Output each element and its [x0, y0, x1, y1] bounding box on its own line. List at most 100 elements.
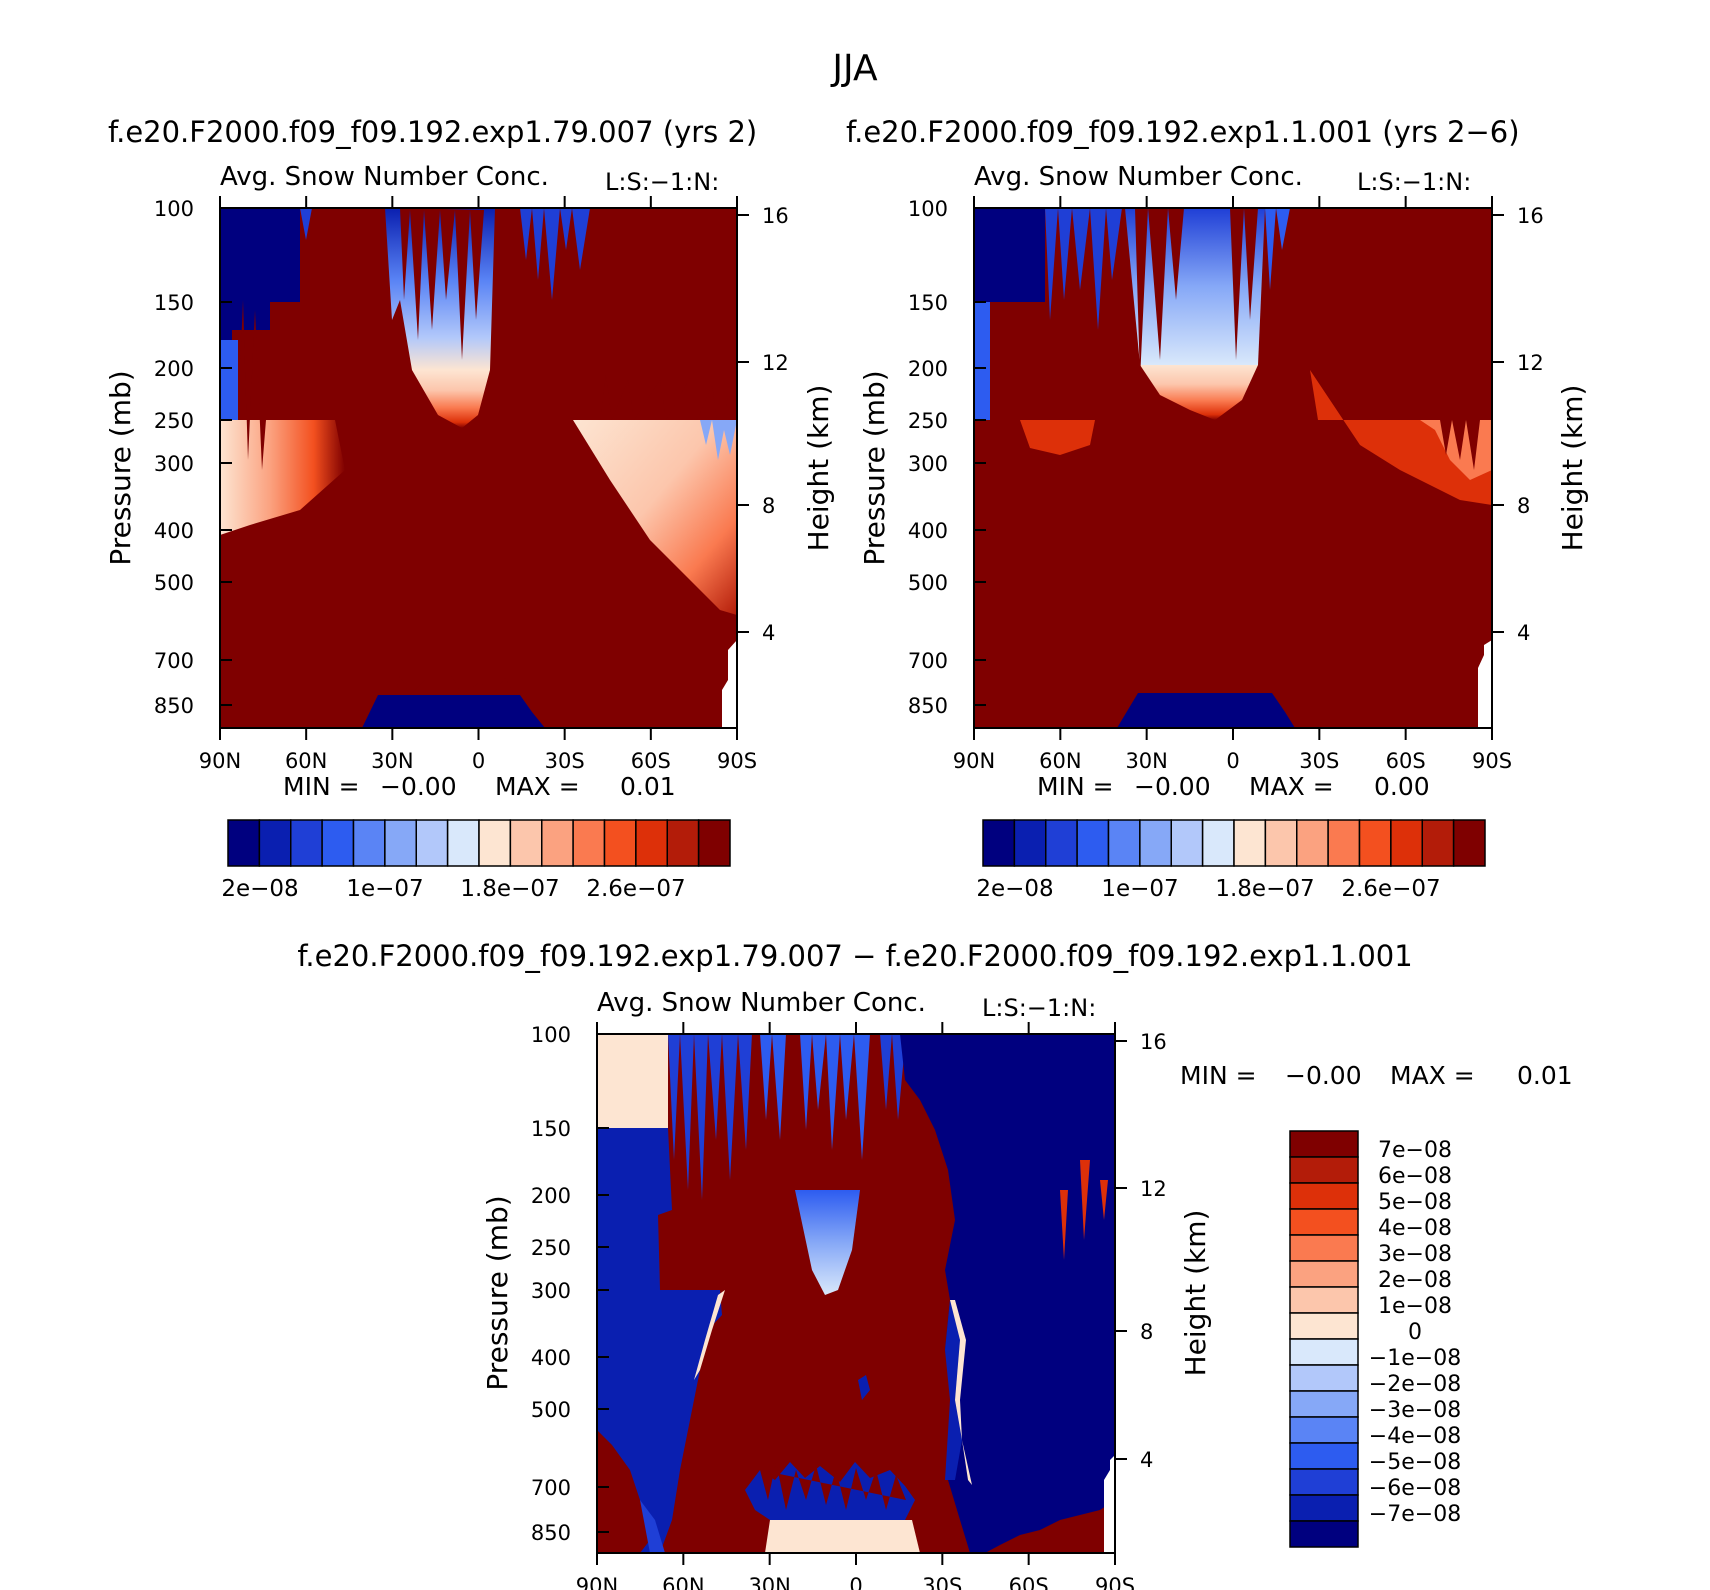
panel-3-sh-red-streaks	[1060, 1160, 1108, 1260]
y-tick-label: 850	[154, 694, 194, 718]
colorbar-box	[1289, 1416, 1359, 1444]
y-tick-label: 250	[154, 409, 194, 433]
panel-1-surface-notches	[395, 676, 515, 695]
colorbar-box	[352, 819, 386, 867]
y-tick-label: 150	[531, 1117, 571, 1141]
panel-3-nh-spikes	[668, 1034, 752, 1200]
colorbar-box	[1289, 1494, 1359, 1522]
panel-3-y-axis-right: 16 12 8 4	[1115, 1030, 1167, 1472]
colorbar-label: −7e−08	[1369, 1502, 1461, 1527]
panel-3-nh-spikes-2	[760, 1034, 786, 1140]
colorbar-box	[697, 819, 731, 867]
colorbar-box	[509, 819, 543, 867]
panel-1: f.e20.F2000.f09_f09.192.exp1.79.007 (yrs…	[104, 115, 835, 902]
colorbar-box	[1045, 819, 1078, 867]
y-tick-label: 100	[154, 197, 194, 221]
x-tick-label: 60N	[1039, 749, 1081, 773]
panel-2-min-value: −0.00	[1134, 772, 1211, 801]
y-tick-label: 100	[908, 197, 948, 221]
colorbar-box	[321, 819, 355, 867]
colorbar-label: 2e−08	[1378, 1268, 1452, 1293]
panel-3-y-axis: 100 150 200 250 300 400 500 700 850	[531, 1023, 609, 1545]
y-tick-right-label: 4	[1140, 1448, 1153, 1472]
panel-2-sh-shelf	[1310, 370, 1492, 505]
panel-1-tropic-warm	[412, 370, 490, 428]
x-tick-label: 90S	[1472, 749, 1512, 773]
x-tick-label: 30S	[922, 1574, 962, 1590]
colorbar-box	[415, 819, 449, 867]
colorbar-box	[290, 819, 323, 867]
panel-1-title: f.e20.F2000.f09_f09.192.exp1.79.007 (yrs…	[108, 115, 757, 149]
panel-2-annotation: L:S:−1:N:	[1357, 168, 1471, 196]
y-tick-label: 150	[908, 291, 948, 315]
colorbar-box	[1289, 1156, 1359, 1184]
panel-3-x-axis: 90N 60N 30N 0 30S 60S 90S	[576, 1022, 1135, 1590]
panel-2-tropic-spikes	[1135, 208, 1258, 380]
colorbar-box	[1358, 819, 1392, 867]
colorbar-box	[478, 819, 512, 867]
panel-2-x-axis: 90N 60N 30N 0 30S 60S 90S	[953, 196, 1512, 773]
panel-2: f.e20.F2000.f09_f09.192.exp1.1.001 (yrs …	[846, 115, 1589, 902]
colorbar-box	[446, 819, 480, 867]
y-tick-label: 100	[531, 1023, 571, 1047]
panel-3-blue-blob	[858, 1375, 870, 1400]
panel-1-x-axis: 90N 60N 30N 0 30S 60S 90S	[199, 196, 757, 773]
colorbar-box	[666, 819, 700, 867]
y-tick-right-label: 8	[1517, 494, 1530, 518]
colorbar-label: −6e−08	[1369, 1476, 1461, 1501]
panel-2-subtitle: Avg. Snow Number Conc.	[974, 162, 1303, 192]
colorbar-box	[1264, 819, 1298, 867]
x-tick-label: 90S	[717, 749, 757, 773]
y-tick-label: 150	[154, 291, 194, 315]
panel-1-surface-blue	[362, 695, 545, 728]
panel-2-max-value: 0.00	[1374, 772, 1430, 801]
y-tick-right-label: 4	[762, 621, 775, 645]
colorbar-box	[1289, 1182, 1359, 1210]
x-tick-label: 30S	[545, 749, 585, 773]
panel-1-cbar-label-2: 1e−07	[346, 876, 423, 902]
panel-3-annotation: L:S:−1:N:	[982, 994, 1096, 1022]
colorbar-box	[1289, 1520, 1359, 1548]
y-tick-label: 500	[531, 1398, 571, 1422]
colorbar-box	[1289, 1364, 1359, 1392]
x-tick-label: 0	[849, 1574, 862, 1590]
panel-2-cbar-label-1: 2e−08	[976, 876, 1053, 902]
panel-1-nh-blue-fringe	[220, 340, 238, 420]
colorbar-box	[1289, 1234, 1359, 1262]
panel-1-annotation: L:S:−1:N:	[605, 168, 719, 196]
x-tick-label: 60S	[1009, 1574, 1049, 1590]
y-tick-right-label: 4	[1517, 621, 1530, 645]
colorbar-box	[384, 819, 417, 867]
panel-1-nh-spikes	[238, 300, 266, 470]
panel-3: f.e20.F2000.f09_f09.192.exp1.79.007 − f.…	[297, 939, 1572, 1590]
panel-3-colorbar-labels: 7e−086e−085e−084e−083e−082e−081e−080−1e−…	[1369, 1138, 1461, 1527]
colorbar-label: 4e−08	[1378, 1216, 1452, 1241]
panel-1-sh-warm	[573, 420, 737, 615]
y-tick-right-label: 8	[1140, 1320, 1153, 1344]
panel-3-sh-spikes	[880, 1034, 906, 1120]
y-tick-label: 850	[908, 694, 948, 718]
panel-3-nh-edge	[694, 1290, 725, 1380]
y-tick-label: 400	[531, 1346, 571, 1370]
x-tick-label: 90N	[953, 749, 995, 773]
panel-3-sh-lower-red	[1020, 1505, 1115, 1553]
colorbar-label: 6e−08	[1378, 1164, 1452, 1189]
colorbar-box	[982, 819, 1016, 867]
colorbar-box	[1107, 819, 1141, 867]
colorbar-box	[1170, 819, 1204, 867]
panel-1-max-value: 0.01	[620, 772, 676, 801]
panel-2-nh-red-band	[1020, 420, 1095, 455]
colorbar-label: 1e−08	[1378, 1294, 1452, 1319]
y-tick-label: 700	[154, 649, 194, 673]
panel-1-colorbar	[227, 819, 731, 867]
panel-2-ylabel: Pressure (mb)	[858, 370, 891, 565]
y-tick-right-label: 12	[762, 351, 789, 375]
panel-2-field	[974, 208, 1492, 728]
colorbar-label: −3e−08	[1369, 1398, 1461, 1423]
y-tick-right-label: 12	[1517, 351, 1544, 375]
panel-1-cbar-label-4: 2.6e−07	[586, 876, 685, 902]
panel-1-ylabel: Pressure (mb)	[104, 370, 137, 565]
panel-1-min-value: −0.00	[380, 772, 457, 801]
panel-2-surface-notches	[1190, 678, 1268, 693]
